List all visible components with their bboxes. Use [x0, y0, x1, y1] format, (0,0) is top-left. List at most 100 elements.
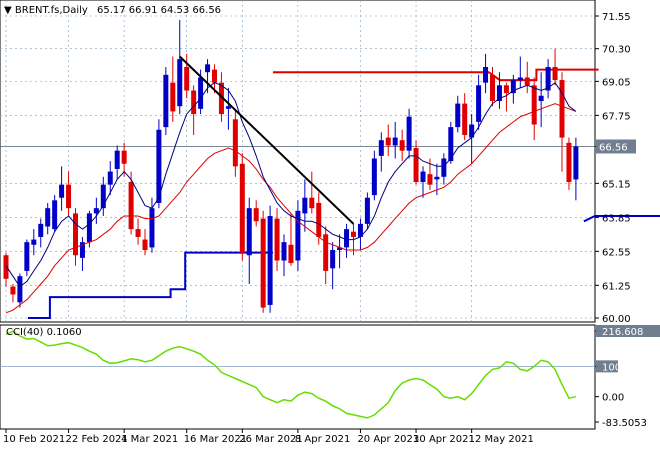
candle-body: [559, 80, 565, 138]
trendline[interactable]: [179, 55, 355, 225]
candle-body: [545, 66, 551, 91]
candle-body: [281, 242, 287, 261]
candle-body: [149, 208, 155, 248]
candle-body: [267, 216, 273, 305]
candle-body: [163, 74, 169, 128]
level-line[interactable]: [27, 251, 273, 319]
date-tick-label: 26 Mar 2021: [239, 434, 302, 445]
candle-body: [107, 171, 113, 185]
candle-body: [573, 146, 579, 180]
candle-body: [566, 142, 572, 183]
candle-body: [24, 242, 30, 271]
candle-body: [364, 197, 370, 224]
cci-line: [5, 330, 577, 419]
candle-body: [420, 171, 426, 183]
price-tick-label: 63.85: [602, 213, 631, 224]
candle-body: [448, 127, 454, 162]
candle-body: [531, 85, 537, 125]
candle-body: [288, 244, 294, 264]
candle-body: [524, 77, 530, 86]
candle-body: [441, 158, 447, 177]
candle-body: [413, 148, 419, 183]
cci-axis: 216.608 100 0.00 -83.5053: [595, 325, 660, 429]
candle-body: [427, 174, 433, 185]
candle-body: [302, 197, 308, 214]
candle-body: [552, 66, 558, 81]
price-tick-label: 67.75: [602, 111, 631, 122]
candle-body: [344, 229, 350, 248]
price-tick-label: 69.05: [602, 77, 631, 88]
candle-body: [476, 85, 482, 122]
candle-body: [434, 176, 440, 180]
candle-body: [351, 231, 356, 237]
price-tick-label: 70.30: [602, 45, 631, 56]
date-tick-label: 4 Mar 2021: [121, 434, 178, 445]
date-tick-label: 10 Feb 2021: [3, 434, 65, 445]
date-tick-label: 20 Apr 2021: [357, 434, 419, 445]
candle-body: [93, 208, 99, 214]
candle-body: [100, 184, 106, 209]
candle-body: [399, 140, 405, 151]
candle-body: [114, 150, 120, 169]
price-panel-frame: [0, 0, 596, 323]
last-price-badge: [596, 139, 636, 154]
candle-body: [73, 213, 78, 256]
candle-body: [38, 223, 44, 237]
price-tick-label: 62.55: [602, 247, 631, 258]
candle-body: [225, 106, 231, 109]
date-tick-label: 16 Mar 2021: [184, 434, 247, 445]
candle-body: [510, 80, 516, 94]
candle-body: [253, 208, 259, 222]
candle-body: [10, 286, 16, 295]
candle-body: [218, 82, 224, 115]
candle-body: [330, 250, 336, 269]
candle-body: [135, 229, 141, 237]
candle-body: [59, 184, 65, 198]
candle-body: [392, 137, 398, 146]
cci-panel-frame: [0, 324, 596, 430]
fast-moving-average-line: [5, 81, 577, 288]
candle-body: [260, 218, 266, 308]
candle-body: [205, 64, 211, 73]
candle-body: [455, 103, 461, 128]
candles: [3, 19, 579, 313]
candle-body: [31, 239, 37, 245]
candle-body: [371, 158, 377, 196]
price-tick-label: 65.15: [602, 179, 631, 190]
price-tick-label: 71.55: [602, 12, 631, 23]
slow-moving-average-line: [5, 103, 577, 314]
level-line[interactable]: [583, 215, 660, 223]
cci-panel: CCI(40) 0.1060: [0, 324, 596, 430]
candle-body: [45, 208, 51, 227]
price-panel: ▼ BRENT.fs,Daily 65.17 66.91 64.53 66.56: [0, 0, 660, 429]
candle-body: [86, 213, 92, 243]
date-tick-label: 8 Apr 2021: [295, 434, 350, 445]
candle-body: [184, 66, 190, 91]
candle-body: [232, 119, 238, 167]
candle-body: [191, 90, 197, 115]
candle-body: [469, 124, 475, 138]
candle-body: [66, 184, 72, 209]
candle-body: [496, 85, 502, 101]
chart-header: ▼ BRENT.fs,Daily 65.17 66.91 64.53 66.56: [4, 5, 221, 16]
candle-body: [212, 69, 217, 83]
candle-body: [295, 210, 301, 261]
cci-value-badge: [596, 360, 618, 373]
candle-body: [538, 95, 544, 101]
candle-body: [156, 129, 162, 203]
candle-body: [170, 82, 176, 112]
candle-body: [517, 77, 523, 81]
candle-body: [52, 200, 58, 230]
candle-body: [483, 66, 489, 83]
candle-body: [490, 74, 495, 101]
candle-body: [323, 234, 329, 271]
candle-body: [246, 208, 252, 256]
candle-body: [357, 223, 363, 237]
header-arrow-icon: ▼: [4, 5, 12, 16]
last-price-marker: 66.56: [596, 139, 636, 154]
date-tick-label: 22 Feb 2021: [66, 434, 128, 445]
candle-body: [239, 163, 245, 253]
price-tick-label: 61.25: [602, 281, 631, 292]
